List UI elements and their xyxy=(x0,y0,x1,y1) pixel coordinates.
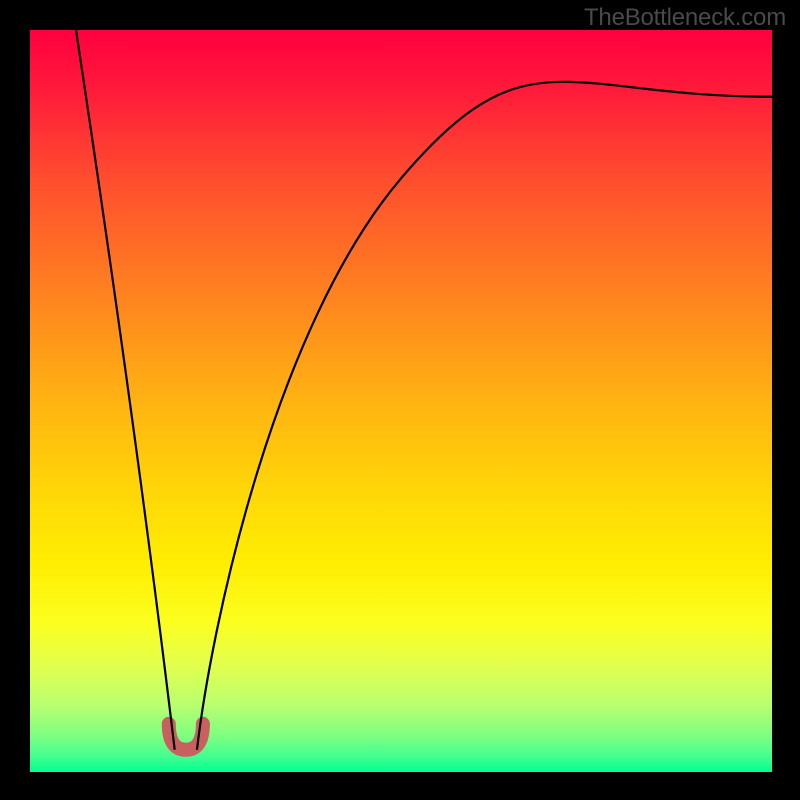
plot-svg xyxy=(30,30,772,772)
watermark-text: TheBottleneck.com xyxy=(584,4,786,32)
plot-area xyxy=(30,30,772,772)
chart-stage: TheBottleneck.com xyxy=(0,0,800,800)
gradient-background xyxy=(30,30,772,772)
